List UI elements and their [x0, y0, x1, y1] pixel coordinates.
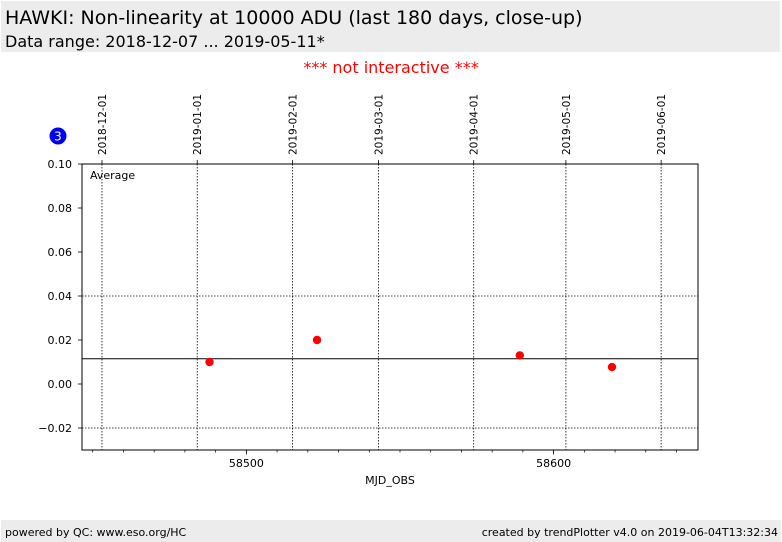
y-tick-label: −0.02 — [38, 422, 72, 435]
header-bar: HAWKI: Non-linearity at 10000 ADU (last … — [1, 1, 780, 52]
data-point — [312, 335, 322, 345]
date-tick-label: 2019-02-01 — [287, 94, 299, 155]
date-tick-label: 2019-06-01 — [656, 94, 668, 155]
date-tick-label: 2019-04-01 — [469, 94, 481, 155]
footer-created-info: created by trendPlotter v4.0 on 2019-06-… — [481, 526, 778, 539]
data-point — [607, 362, 617, 372]
y-tick-label: 0.00 — [48, 378, 73, 391]
data-point — [205, 357, 214, 367]
y-tick-label: 0.08 — [48, 202, 73, 215]
plot-area: 2018-12-01 2019-01-01 2019-02-01 2019-03-01… — [38, 94, 698, 470]
badge: 3 — [49, 127, 67, 145]
date-tick-label: 2019-01-01 — [192, 94, 204, 155]
date-tick-label: 2019-03-01 — [373, 94, 385, 155]
y-tick-label: 0.02 — [48, 334, 73, 347]
badge-circle — [49, 127, 67, 145]
page-subtitle: Data range: 2018-12-07 ... 2019-05-11* — [5, 32, 325, 51]
y-tick-label: 0.06 — [48, 246, 73, 259]
page-title: HAWKI: Non-linearity at 10000 ADU (last … — [5, 7, 583, 29]
x-axis-label: MJD_OBS — [365, 474, 415, 487]
y-tick-label: 0.04 — [48, 290, 73, 303]
date-tick-label: 2018-12-01 — [97, 94, 109, 155]
not-interactive-notice: *** not interactive *** — [303, 58, 479, 77]
x-tick-label: 58500 — [229, 457, 264, 470]
badge-number: 3 — [54, 130, 62, 144]
x-tick-label: 58600 — [536, 457, 571, 470]
footer-bar: powered by QC: www.eso.org/HC created by… — [1, 520, 781, 542]
data-point — [515, 351, 525, 360]
date-tick-label: 2019-05-01 — [561, 94, 573, 155]
plot-frame — [81, 163, 699, 451]
panel-label: Average — [90, 169, 135, 182]
y-tick-label: 0.10 — [48, 158, 73, 171]
footer-credit-link[interactable]: powered by QC: www.eso.org/HC — [5, 526, 187, 539]
